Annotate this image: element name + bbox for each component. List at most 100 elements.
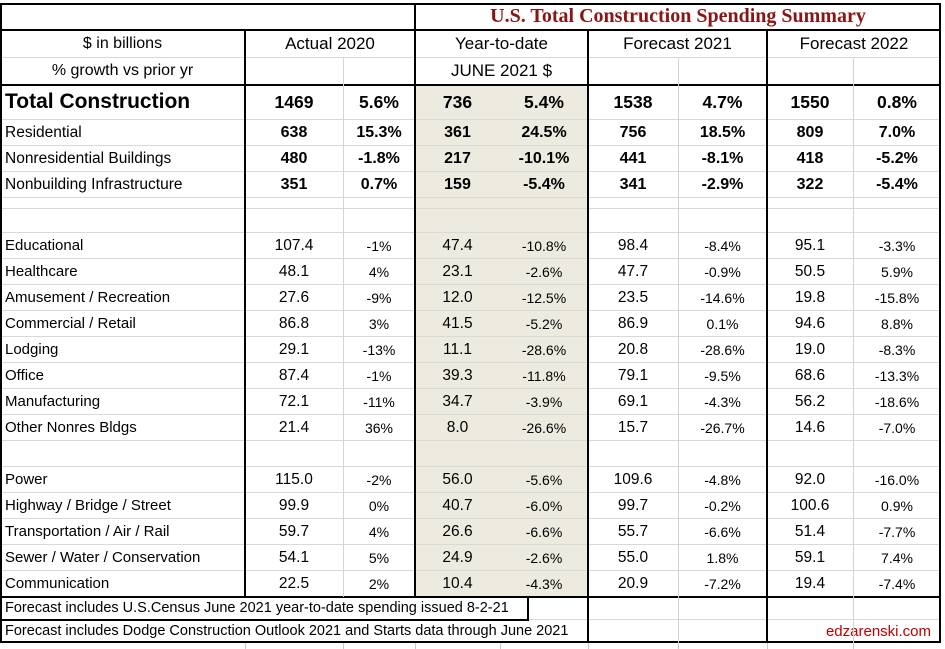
cell-forecast2021-pct[interactable]: -8.1% (701, 149, 744, 167)
cell-actual-value[interactable]: 86.8 (278, 314, 310, 332)
cell-forecast2022-pct[interactable]: -7.4% (878, 575, 916, 592)
cell-actual-pct[interactable]: 0% (368, 497, 390, 514)
cell-forecast2022-value[interactable]: 56.2 (794, 392, 826, 410)
cell-actual-value[interactable]: 115.0 (275, 470, 313, 488)
cell-forecast2022-pct[interactable]: -8.3% (878, 341, 916, 358)
row-label[interactable]: Office (5, 367, 44, 384)
cell-forecast2021-pct[interactable]: -14.6% (700, 289, 745, 306)
cell-actual-pct[interactable]: -1% (366, 237, 392, 254)
row-label[interactable]: Communication (5, 575, 110, 592)
header-forecast-2022[interactable]: Forecast 2022 (799, 33, 909, 53)
cell-forecast2022-value[interactable]: 19.0 (794, 340, 826, 358)
cell-ytd-pct[interactable]: -6.0% (525, 497, 563, 514)
cell-ytd-value[interactable]: 41.5 (442, 314, 473, 332)
cell-forecast2022-value[interactable]: 59.1 (794, 548, 826, 566)
cell-ytd-value[interactable]: 23.1 (442, 262, 473, 280)
cell-actual-value[interactable]: 21.4 (278, 418, 310, 436)
cell-ytd-pct[interactable]: -5.6% (525, 471, 563, 488)
cell-forecast2022-pct[interactable]: 0.9% (881, 497, 913, 514)
footnote-row-1-blank[interactable] (528, 597, 941, 619)
cell-forecast2021-value[interactable]: 23.5 (617, 288, 649, 306)
header-units-line2[interactable]: % growth vs prior yr (51, 62, 194, 79)
cell-actual-value[interactable]: 29.1 (278, 340, 310, 358)
cell-forecast2022-value[interactable]: 14.6 (794, 418, 826, 436)
cell-actual-pct[interactable]: 4% (368, 523, 390, 540)
row-label[interactable]: Power (5, 471, 48, 488)
header-units-line1[interactable]: $ in billions (82, 34, 163, 52)
cell-forecast2021-value[interactable]: 69.1 (617, 392, 649, 410)
cell-ytd-value[interactable]: 11.1 (442, 340, 473, 358)
header-forecast-2021[interactable]: Forecast 2021 (623, 33, 732, 53)
cell-actual-pct[interactable]: 0.7% (360, 175, 398, 193)
row-label[interactable]: Nonbuilding Infrastructure (5, 175, 183, 193)
cell-actual-pct[interactable]: 5.6% (359, 91, 399, 112)
cell-ytd-pct[interactable]: -6.6% (525, 523, 563, 540)
cell-ytd-value[interactable]: 47.4 (442, 236, 473, 254)
cell-forecast2022-value[interactable]: 1550 (790, 91, 830, 112)
cell-ytd-pct[interactable]: -2.6% (525, 549, 563, 566)
cell-actual-value[interactable]: 480 (280, 149, 308, 167)
cell-forecast2022-pct[interactable]: -7.7% (878, 523, 916, 540)
cell-forecast2022-pct[interactable]: -18.6% (874, 393, 920, 410)
cell-actual-value[interactable]: 99.9 (278, 496, 310, 514)
cell-ytd-pct[interactable]: -5.4% (523, 175, 565, 193)
cell-forecast2022-pct[interactable]: -5.4% (876, 175, 918, 193)
cell-ytd-value[interactable]: 24.9 (442, 548, 473, 566)
row-label[interactable]: Healthcare (5, 263, 78, 280)
cell-ytd-value[interactable]: 8.0 (446, 418, 469, 436)
cell-ytd-value[interactable]: 736 (442, 91, 473, 112)
cell-ytd-pct[interactable]: -10.1% (518, 149, 570, 167)
cell-forecast2021-pct[interactable]: 0.1% (706, 315, 739, 332)
cell-forecast2021-pct[interactable]: -8.4% (704, 237, 741, 254)
cell-ytd-pct[interactable]: -11.8% (522, 367, 566, 384)
cell-forecast2021-pct[interactable]: -6.6% (704, 523, 741, 540)
cell-forecast2021-pct[interactable]: -4.8% (704, 471, 741, 488)
cell-forecast2022-value[interactable]: 68.6 (794, 366, 826, 384)
cell-forecast2021-pct[interactable]: -26.7% (700, 419, 745, 436)
cell-actual-value[interactable]: 1469 (274, 91, 314, 112)
row-label[interactable]: Total Construction (5, 90, 191, 113)
cell-forecast2021-pct[interactable]: -0.2% (704, 497, 741, 514)
cell-forecast2021-pct[interactable]: 1.8% (706, 549, 739, 566)
cell-forecast2022-pct[interactable]: 5.9% (881, 263, 913, 280)
cell-forecast2022-value[interactable]: 19.4 (794, 574, 826, 592)
cell-actual-pct[interactable]: 4% (368, 263, 390, 280)
cell-ytd-pct[interactable]: -10.8% (521, 237, 567, 254)
header-forecast-2022-blank[interactable] (767, 58, 941, 84)
cell-actual-value[interactable]: 72.1 (278, 392, 310, 410)
cell-forecast2022-pct[interactable]: -15.8% (874, 289, 920, 306)
row-label[interactable]: Highway / Bridge / Street (5, 497, 171, 514)
cell-ytd-pct[interactable]: 24.5% (521, 123, 567, 141)
cell-actual-pct[interactable]: 2% (368, 575, 390, 592)
cell-forecast2021-value[interactable]: 99.7 (617, 496, 649, 514)
cell-ytd-value[interactable]: 34.7 (442, 392, 473, 410)
header-june-2021[interactable]: JUNE 2021 $ (450, 61, 553, 80)
header-forecast-2021-blank[interactable] (588, 58, 767, 84)
cell-forecast2022-pct[interactable]: 8.8% (881, 315, 913, 332)
cell-forecast2022-pct[interactable]: 7.0% (878, 123, 916, 141)
cell-forecast2021-value[interactable]: 47.7 (617, 262, 649, 280)
cell-actual-value[interactable]: 27.6 (278, 288, 310, 306)
row-label[interactable]: Commercial / Retail (5, 315, 136, 332)
header-actual-2020[interactable]: Actual 2020 (285, 33, 375, 53)
row-label[interactable]: Other Nonres Bldgs (5, 419, 137, 436)
cell-ytd-value[interactable]: 56.0 (442, 470, 473, 488)
cell-forecast2021-value[interactable]: 20.8 (617, 340, 649, 358)
cell-ytd-value[interactable]: 40.7 (442, 496, 473, 514)
header-year-to-date[interactable]: Year-to-date (455, 33, 548, 53)
cell-forecast2021-pct[interactable]: -2.9% (701, 175, 744, 193)
cell-forecast2021-pct[interactable]: -28.6% (700, 341, 745, 358)
cell-ytd-value[interactable]: 12.0 (442, 288, 473, 306)
cell-ytd-value[interactable]: 361 (444, 123, 471, 141)
cell-forecast2022-pct[interactable]: -5.2% (876, 149, 918, 167)
cell-ytd-value[interactable]: 26.6 (442, 522, 473, 540)
cell-forecast2022-value[interactable]: 50.5 (794, 262, 826, 280)
row-label[interactable]: Amusement / Recreation (5, 289, 171, 306)
cell-forecast2022-value[interactable]: 95.1 (794, 236, 826, 254)
cell-forecast2022-pct[interactable]: -16.0% (874, 471, 920, 488)
cell-actual-value[interactable]: 87.4 (278, 366, 310, 384)
cell-ytd-pct[interactable]: -12.5% (521, 289, 567, 306)
cell-actual-pct[interactable]: 15.3% (356, 123, 402, 141)
cell-forecast2021-value[interactable]: 109.6 (613, 470, 653, 488)
cell-forecast2021-pct[interactable]: -4.3% (704, 393, 741, 410)
